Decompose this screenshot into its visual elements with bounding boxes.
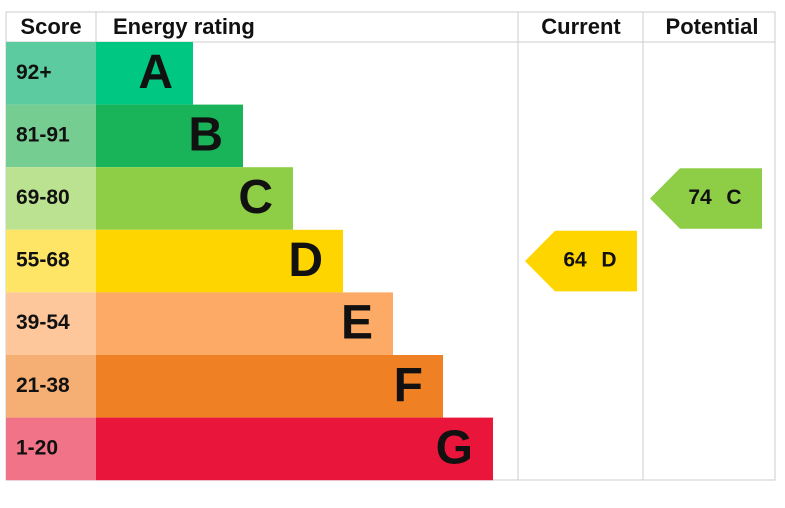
score-label: 69-80 [16, 186, 70, 209]
header-potential: Potential [666, 14, 759, 39]
rating-letter: D [288, 234, 323, 287]
header-current: Current [541, 14, 621, 39]
rating-letter: A [138, 46, 173, 99]
score-label: 21-38 [16, 374, 70, 397]
potential-arrow [650, 168, 762, 229]
score-label: 39-54 [16, 311, 70, 334]
rating-bar [96, 417, 493, 481]
header-rating: Energy rating [113, 14, 255, 39]
rating-letter: G [436, 422, 473, 475]
rating-bar [96, 355, 443, 418]
score-cell [6, 167, 96, 230]
rating-letter: E [341, 296, 373, 349]
rating-letter: B [188, 109, 223, 162]
score-cell [6, 355, 96, 418]
potential-letter: C [726, 186, 741, 209]
score-cell [6, 42, 96, 105]
score-label: 1-20 [16, 436, 58, 459]
current-value: 64 [563, 249, 587, 272]
score-cell [6, 292, 96, 355]
rating-bar [96, 167, 293, 230]
potential-value: 74 [688, 186, 712, 209]
rating-letter: F [394, 359, 423, 412]
score-label: 55-68 [16, 249, 70, 272]
rating-bar [96, 292, 393, 355]
current-arrow [525, 230, 637, 292]
current-letter: D [601, 249, 616, 272]
rating-bar [96, 104, 243, 168]
score-cell [6, 229, 96, 293]
score-label: 81-91 [16, 123, 70, 146]
header-score: Score [20, 14, 81, 39]
rating-bar [96, 42, 193, 105]
score-cell [6, 104, 96, 168]
rating-bar [96, 229, 343, 293]
score-label: 92+ [16, 61, 52, 84]
rating-letter: C [238, 171, 273, 224]
score-cell [6, 417, 96, 481]
